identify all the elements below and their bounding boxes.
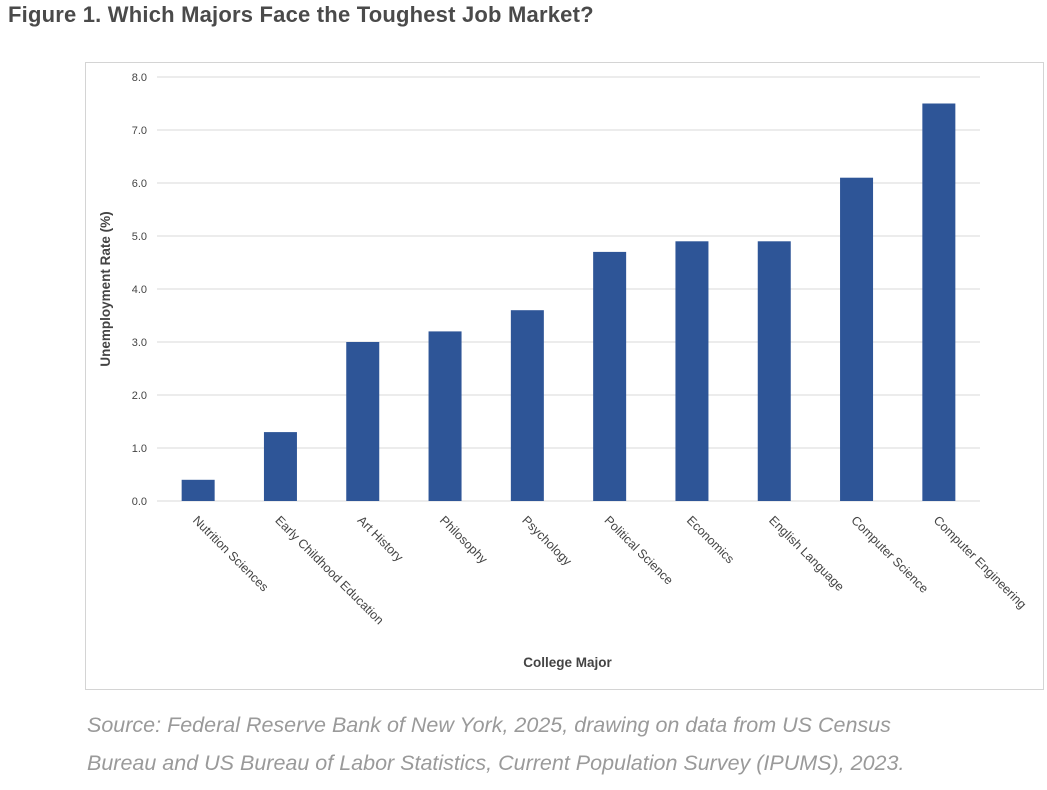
x-tick-label: Economics — [684, 513, 737, 566]
x-tick-label: Art History — [355, 513, 407, 565]
x-tick-label: English Language — [766, 513, 847, 594]
y-tick-label: 2.0 — [132, 390, 147, 402]
y-tick-label: 1.0 — [132, 443, 147, 455]
x-tick-label: Philosophy — [437, 513, 491, 567]
source-line-2: Bureau and US Bureau of Labor Statistics… — [87, 751, 905, 775]
x-tick-label: Psychology — [519, 513, 575, 569]
x-tick-label: Computer Science — [848, 513, 931, 596]
x-tick-label: Political Science — [602, 513, 676, 587]
chart-frame — [85, 62, 1044, 690]
y-tick-label: 6.0 — [132, 178, 147, 190]
y-tick-label: 8.0 — [132, 72, 147, 84]
x-tick-label: Nutrition Sciences — [190, 513, 271, 594]
source-note: Source: Federal Reserve Bank of New York… — [87, 706, 1047, 782]
y-tick-label: 3.0 — [132, 337, 147, 349]
x-axis-title: College Major — [523, 655, 612, 670]
figure-title: Figure 1. Which Majors Face the Toughest… — [8, 2, 594, 27]
y-tick-label: 4.0 — [132, 284, 147, 296]
bar — [263, 432, 297, 501]
bar — [757, 241, 791, 502]
source-line-1: Source: Federal Reserve Bank of New York… — [87, 713, 891, 737]
bar — [428, 331, 462, 501]
y-tick-label: 0.0 — [132, 496, 147, 508]
bar — [675, 241, 709, 502]
bar — [181, 479, 215, 501]
bar — [840, 177, 874, 501]
bar — [510, 310, 544, 501]
bar-chart: 0.0 1.0 2.0 3.0 4.0 5.0 6.0 7.0 8.0 Nutrition Sci… — [98, 72, 1029, 670]
bar — [346, 342, 380, 501]
y-tick-label: 7.0 — [132, 125, 147, 137]
y-tick-label: 5.0 — [132, 231, 147, 243]
x-tick-label: Computer Engineering — [931, 513, 1029, 611]
bar — [922, 103, 956, 501]
bar — [593, 251, 627, 501]
y-axis-title: Unemployment Rate (%) — [98, 211, 113, 366]
